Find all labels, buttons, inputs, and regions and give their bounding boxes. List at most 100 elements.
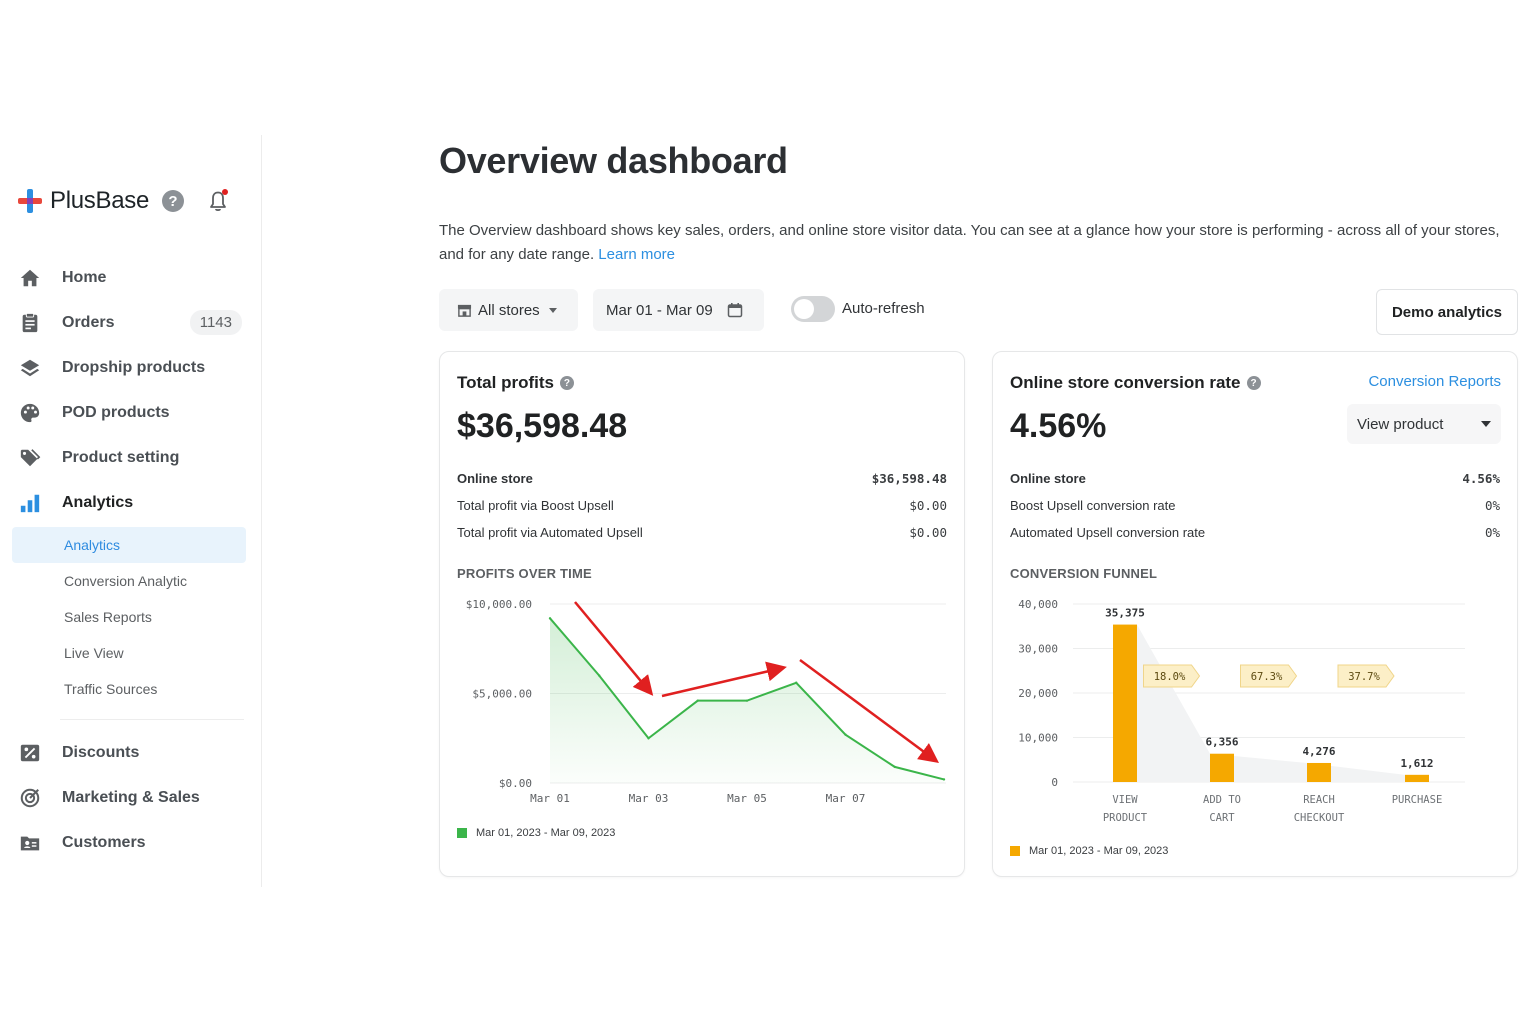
sidebar-item-discounts[interactable]: Discounts [0, 730, 262, 775]
sidebar: PlusBase ? Home Orders 1143 [0, 135, 262, 887]
description-text: The Overview dashboard shows key sales, … [439, 222, 1500, 263]
palette-icon [18, 401, 42, 425]
conversion-reports-link[interactable]: Conversion Reports [1368, 373, 1501, 390]
stores-filter-label: All stores [478, 301, 540, 319]
auto-refresh-label: Auto-refresh [842, 300, 925, 317]
sidebar-item-label: Discounts [62, 743, 140, 761]
funnel-bar [1307, 762, 1331, 782]
chevron-down-icon [1481, 421, 1491, 427]
step-rate-tag [1240, 664, 1298, 688]
sidebar-item-customers[interactable]: Customers [0, 820, 262, 865]
legend-label: Mar 01, 2023 - Mar 09, 2023 [1029, 845, 1169, 857]
auto-refresh-toggle[interactable] [791, 296, 835, 322]
step-rate-tag [1337, 664, 1395, 688]
bar-value-label: 6,356 [1205, 736, 1238, 749]
x-tick-label: CART [1209, 812, 1235, 824]
sidebar-item-label: Marketing & Sales [62, 788, 200, 806]
row-label: Boost Upsell conversion rate [1010, 498, 1176, 513]
bar-value-label: 35,375 [1105, 607, 1145, 620]
sidebar-item-marketing-sales[interactable]: Marketing & Sales [0, 775, 262, 820]
legend-swatch [457, 828, 467, 838]
profits-over-time-chart: $10,000.00 $5,000.00 $0.00 Mar 01 Mar 03 Mar … [466, 598, 946, 805]
sidebar-item-home[interactable]: Home [0, 255, 262, 300]
y-tick-label: $0.00 [499, 777, 532, 790]
funnel-bar [1210, 753, 1234, 782]
sidebar-item-label: Analytics [62, 493, 134, 511]
demo-analytics-button[interactable]: Demo analytics [1376, 289, 1518, 335]
sidebar-item-pod-products[interactable]: POD products [0, 390, 262, 435]
y-tick-label: 20,000 [1018, 687, 1058, 700]
sidebar-item-analytics[interactable]: Analytics [0, 480, 262, 525]
row-value: 0% [1484, 525, 1500, 540]
store-icon [457, 304, 472, 317]
date-range-label: Mar 01 - Mar 09 [606, 301, 713, 319]
step-rate-tag [1143, 664, 1201, 688]
help-icon[interactable]: ? [162, 190, 184, 212]
profit-point [844, 733, 847, 736]
select-value: View product [1357, 415, 1444, 433]
annotation-arrow [661, 661, 787, 698]
subnav-conversion-analytic[interactable]: Conversion Analytic [64, 573, 187, 589]
dropoff-shading [1137, 624, 1405, 782]
sidebar-item-orders[interactable]: Orders 1143 [0, 300, 262, 345]
funnel-bar [1405, 774, 1429, 782]
funnel-step-select[interactable]: View product [1347, 404, 1501, 444]
funnel-bar [1113, 624, 1137, 782]
conversion-rate-value: 4.56% [1010, 407, 1107, 445]
sidebar-nav: Home Orders 1143 Dropship products POD [0, 255, 262, 865]
stores-filter-button[interactable]: All stores [439, 289, 578, 331]
subnav-analytics[interactable]: Analytics [12, 527, 246, 563]
help-icon[interactable]: ? [559, 376, 574, 390]
breakdown-row: Online store 4.56% [1010, 465, 1500, 492]
tag-icon [18, 446, 42, 470]
card-title-text: Total profits [457, 373, 554, 392]
chart-legend: Mar 01, 2023 - Mar 09, 2023 [1010, 845, 1168, 857]
page-description: The Overview dashboard shows key sales, … [439, 219, 1514, 267]
row-value: 4.56% [1462, 471, 1500, 486]
date-range-button[interactable]: Mar 01 - Mar 09 [593, 289, 764, 331]
sidebar-item-label: Home [62, 268, 107, 286]
plusbase-logo-icon [18, 189, 42, 213]
card-title: Total profits ? [457, 373, 574, 393]
row-label: Automated Upsell conversion rate [1010, 525, 1206, 540]
help-icon[interactable]: ? [1246, 376, 1261, 390]
y-tick-label: $5,000.00 [472, 688, 532, 701]
notification-bell-icon[interactable] [206, 188, 230, 214]
sidebar-item-product-setting[interactable]: Product setting [0, 435, 262, 480]
calendar-icon [727, 303, 742, 318]
row-value: 0% [1484, 498, 1500, 513]
row-label: Online store [457, 471, 533, 486]
annotation-arrow [799, 658, 940, 763]
subnav-traffic-sources[interactable]: Traffic Sources [64, 681, 158, 697]
x-tick-label: REACH [1303, 794, 1335, 806]
x-tick-label: PURCHASE [1392, 794, 1443, 806]
brand-name: PlusBase [50, 187, 149, 214]
learn-more-link[interactable]: Learn more [598, 246, 676, 263]
sidebar-item-label: Product setting [62, 448, 180, 466]
x-tick-label: Mar 07 [826, 792, 866, 805]
step-rate-label: 37.7% [1348, 671, 1380, 683]
subnav-live-view[interactable]: Live View [64, 645, 124, 661]
subnav-sales-reports[interactable]: Sales Reports [64, 609, 152, 625]
nav-divider [60, 719, 244, 720]
chevron-down-icon [548, 307, 557, 313]
section-label: PROFITS OVER TIME [457, 566, 592, 581]
row-value: $36,598.48 [871, 471, 947, 486]
section-label: CONVERSION FUNNEL [1010, 566, 1158, 581]
sidebar-item-dropship-products[interactable]: Dropship products [0, 345, 262, 390]
y-tick-label: 0 [1051, 776, 1058, 789]
profit-breakdown: Online store $36,598.48 Total profit via… [457, 465, 947, 546]
profit-point [745, 699, 749, 702]
page-title: Overview dashboard [439, 140, 788, 181]
total-profits-value: $36,598.48 [457, 407, 628, 445]
bar-chart-icon [18, 491, 42, 515]
row-label: Total profit via Automated Upsell [457, 525, 643, 540]
breakdown-row: Online store $36,598.48 [457, 465, 947, 492]
y-tick-label: 10,000 [1018, 732, 1058, 745]
x-tick-label: Mar 03 [629, 792, 669, 805]
profit-point [942, 778, 946, 781]
x-tick-label: VIEW [1112, 794, 1138, 806]
bar-value-label: 1,612 [1400, 757, 1433, 770]
x-tick-label: Mar 05 [727, 792, 767, 805]
